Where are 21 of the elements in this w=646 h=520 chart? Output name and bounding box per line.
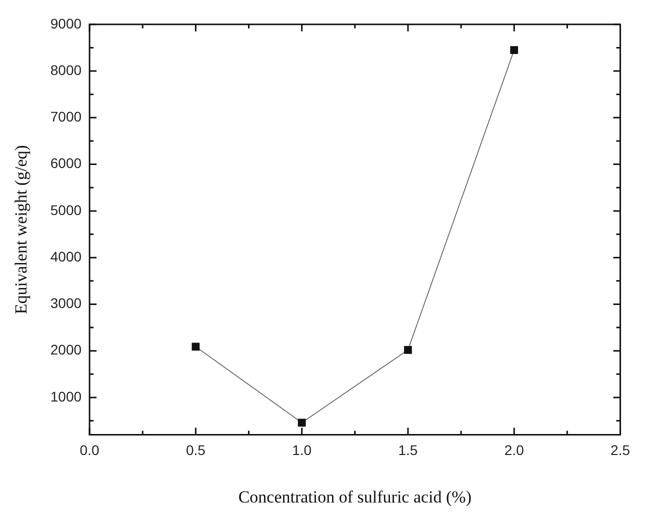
y-tick-label: 5000	[50, 202, 82, 218]
point	[192, 342, 200, 351]
y-tick-label: 9000	[50, 15, 82, 32]
x-tick-label: 0.5	[186, 442, 206, 458]
point	[298, 418, 306, 427]
x-axis-title: Concentration of sulfuric acid (%)	[238, 487, 472, 506]
y-tick-label: 2000	[50, 342, 82, 358]
y-tick-label: 6000	[50, 155, 82, 172]
y-tick-label: 1000	[50, 388, 82, 404]
y-tick-label: 4000	[50, 248, 82, 264]
y-tick-label: 8000	[50, 62, 82, 78]
x-tick-label: 1.5	[398, 442, 418, 458]
y-axis-title: Equivalent weight (g/eq)	[12, 145, 31, 314]
x-tick-label: 1.0	[292, 442, 312, 458]
point	[404, 346, 412, 354]
x-tick-label: 2.0	[504, 442, 524, 458]
x-tick-label: 2.5	[610, 442, 630, 458]
y-tick-label: 7000	[50, 108, 82, 125]
y-tick-label: 3000	[50, 295, 82, 312]
x-tick-label: 0.0	[80, 442, 100, 458]
point	[510, 46, 518, 54]
